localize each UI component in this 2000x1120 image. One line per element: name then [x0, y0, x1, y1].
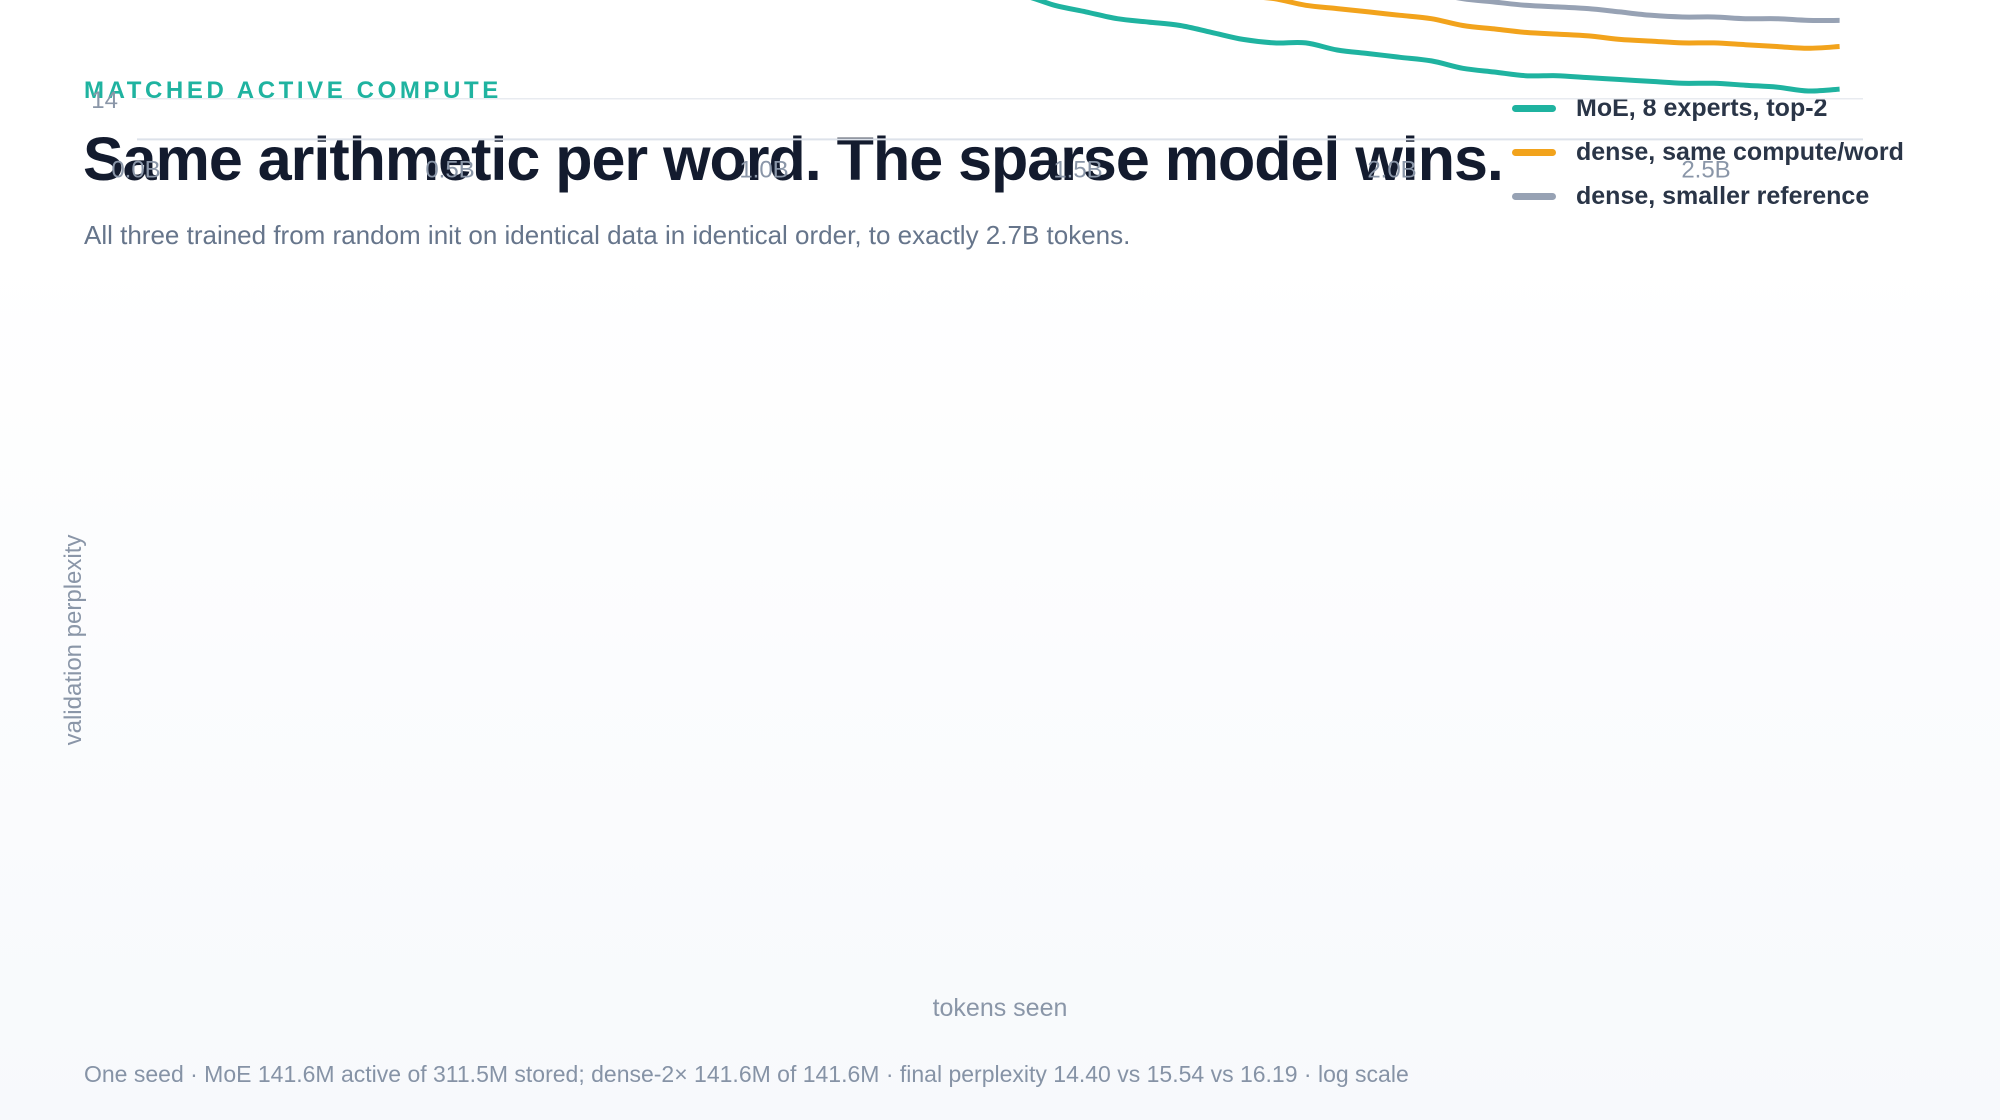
x-tick-label: 0.0B	[111, 156, 160, 183]
legend-label-dense-same: dense, same compute/word	[1576, 137, 1904, 166]
y-tick-label: 14	[91, 87, 118, 114]
y-axis-label: validation perplexity	[60, 535, 87, 746]
series-line-dense-same	[1263, 0, 1840, 51]
chart-footnote: One seed · MoE 141.6M active of 311.5M s…	[84, 1061, 1409, 1087]
x-axis-label: tokens seen	[933, 994, 1068, 1022]
chart-subtitle: All three trained from random init on id…	[84, 220, 1131, 250]
legend-swatch-moe	[1512, 104, 1556, 112]
legend-swatch-dense-small	[1512, 192, 1556, 200]
legend: MoE, 8 experts, top-2 dense, same comput…	[1512, 86, 1904, 218]
legend-label-dense-small: dense, smaller reference	[1576, 181, 1870, 210]
series-line-moe	[1030, 0, 1840, 94]
grid-layer	[137, 98, 1863, 141]
legend-item-dense-same: dense, same compute/word	[1512, 130, 1904, 174]
x-tick-label: 1.0B	[739, 156, 788, 183]
x-tick-label: 1.5B	[1053, 156, 1102, 183]
legend-swatch-dense-same	[1512, 148, 1556, 156]
series-layer	[1030, 0, 1840, 94]
series-line-dense-small	[1455, 0, 1840, 24]
x-tick-label: 0.5B	[425, 156, 474, 183]
x-tick-label: 2.0B	[1367, 156, 1416, 183]
tick-layer: 14203560900.0B0.5B1.0B1.5B2.0B2.5B	[91, 87, 1730, 184]
x-tick-label: 2.5B	[1681, 156, 1730, 183]
chart-title: Same arithmetic per word. The sparse mod…	[83, 125, 1504, 193]
legend-item-dense-small: dense, smaller reference	[1512, 174, 1904, 218]
